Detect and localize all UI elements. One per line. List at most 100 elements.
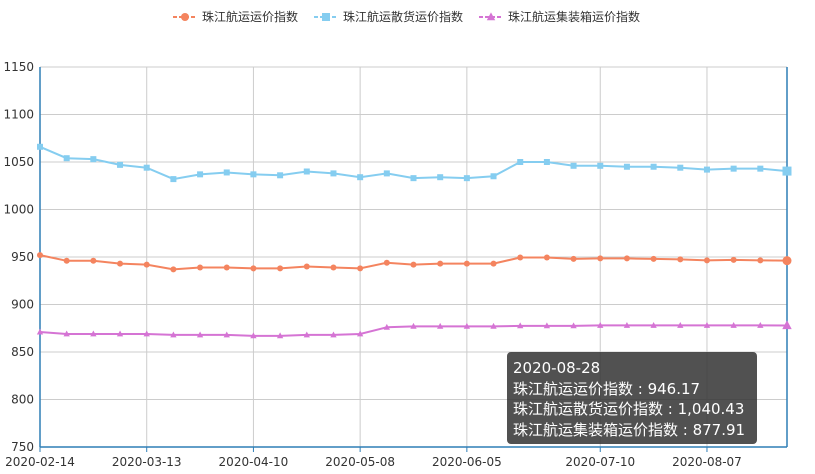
data-point [437,260,444,267]
data-point [570,322,577,329]
data-point [730,165,737,172]
legend-label: 珠江航运集装箱运价指数 [508,9,640,24]
tooltip-date: 2020-08-28 [513,359,601,377]
x-tick-label: 2020-02-14 [5,455,75,469]
y-tick-label: 1000 [3,203,34,217]
data-point [197,171,204,178]
x-tick-label: 2020-03-13 [112,455,182,469]
data-point [543,159,550,165]
data-point [623,163,630,170]
legend-marker [486,12,496,21]
data-point [63,257,70,264]
data-point [597,255,604,262]
data-point [782,256,792,266]
x-tick-label: 2020-05-08 [325,455,395,469]
x-tick-label: 2020-07-10 [565,455,635,469]
x-axis: 2020-02-14 2020-03-13 2020-04-10 2020-05-08… [5,446,787,469]
y-tick-label: 750 [11,440,34,454]
data-point [117,161,124,168]
legend-item-1[interactable]: 珠江航运运价指数 [173,9,298,24]
data-point [703,166,710,173]
y-tick-label: 800 [11,393,34,407]
data-point [517,254,524,261]
data-point [410,261,417,268]
data-point [543,254,550,261]
data-point [677,164,684,171]
data-point [356,330,364,337]
data-point [543,322,551,329]
data-point [170,176,177,183]
data-point [63,155,70,162]
data-point [357,265,364,272]
y-axis: 750 800 850 900 950 1000 1050 1100 1150 [3,60,788,454]
series-line [39,145,788,181]
series-2 [37,143,792,183]
data-point [36,328,44,335]
data-point [677,321,684,328]
data-point [143,261,150,268]
data-point [517,322,524,329]
data-point [330,331,337,338]
y-tick-label: 850 [11,345,34,359]
data-point [383,259,390,266]
x-tick-label: 2020-06-05 [432,455,502,469]
data-point [63,330,70,337]
y-tick-label: 950 [11,250,34,264]
data-point [757,165,764,172]
data-point [250,265,257,272]
data-point [703,321,711,328]
data-point [623,255,630,262]
data-point [37,143,43,150]
data-point [490,173,497,180]
data-point [463,260,470,267]
data-point [757,321,764,328]
legend-item-2[interactable]: 珠江航运散货运价指数 [314,9,463,24]
series-1 [37,252,792,273]
data-point [383,323,390,330]
data-point [330,170,337,177]
data-point [463,175,470,182]
data-point [623,321,631,328]
data-point [410,175,417,182]
data-point [90,257,97,264]
data-point [703,257,710,264]
data-point [570,162,577,169]
series-group [36,143,792,339]
data-point [303,331,310,338]
data-point [650,163,657,170]
data-point [143,164,150,171]
data-point [303,168,310,175]
data-point [517,159,524,165]
data-point [303,263,310,270]
data-point [357,174,364,181]
data-point [250,171,257,178]
data-point [782,320,792,330]
data-point [570,255,577,262]
data-point [730,321,737,328]
data-point [597,321,604,328]
data-point [90,330,97,337]
data-point [490,260,497,267]
y-tick-label: 1100 [3,108,34,122]
legend-item-3[interactable]: 珠江航运集装箱运价指数 [479,9,640,24]
data-point [757,257,764,264]
data-point [277,265,284,272]
data-point [116,330,124,337]
x-tick-label: 2020-04-10 [219,455,289,469]
x-tick-label: 2020-08-07 [672,455,742,469]
data-point [170,331,177,338]
data-point [90,156,97,163]
legend[interactable]: 珠江航运运价指数 珠江航运散货运价指数 珠江航运集装箱运价指数 [173,9,640,24]
tooltip-line-2: 珠江航运散货运价指数 : 1,040.43 [513,400,745,418]
data-point [650,255,657,262]
data-point [170,266,177,273]
legend-marker [181,13,189,21]
data-point [437,322,444,329]
data-point [277,172,284,179]
data-point [117,260,124,267]
y-tick-label: 1050 [3,155,34,169]
data-point [143,330,150,337]
data-point [730,256,737,263]
data-point [276,332,284,339]
